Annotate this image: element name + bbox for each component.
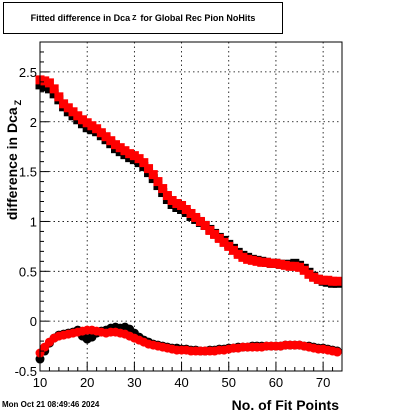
chart-title-box: Fitted difference in Dca Z for Global Re… bbox=[3, 2, 283, 34]
data-point-square bbox=[125, 149, 135, 159]
plot-frame bbox=[39, 41, 343, 372]
data-point-square bbox=[309, 272, 319, 282]
data-point-square bbox=[139, 158, 149, 168]
grid-lines bbox=[39, 42, 342, 372]
data-point-square bbox=[295, 262, 305, 272]
data-point-square bbox=[285, 261, 295, 271]
y-tick-label: 1 bbox=[30, 214, 37, 229]
data-point-square bbox=[87, 121, 97, 131]
data-point-square bbox=[271, 258, 281, 268]
data-point-square bbox=[252, 256, 262, 266]
data-point-square bbox=[318, 275, 328, 285]
data-point-square bbox=[195, 216, 205, 226]
data-point-square bbox=[115, 143, 125, 153]
data-point-square bbox=[44, 78, 54, 88]
x-axis-title: No. of Fit Points bbox=[232, 397, 340, 413]
data-point-square bbox=[205, 225, 215, 235]
y-tick-label: -0.5 bbox=[15, 364, 37, 379]
x-tick-label: 20 bbox=[80, 375, 94, 390]
data-point-square bbox=[186, 208, 196, 218]
chart-title-rest: for Global Rec Pion NoHits bbox=[140, 13, 256, 23]
data-point-square bbox=[224, 241, 234, 251]
data-point-square bbox=[228, 245, 238, 255]
data-point-square bbox=[177, 201, 187, 211]
data-point-square bbox=[101, 132, 111, 142]
y-tick-label: 2 bbox=[30, 115, 37, 130]
data-point-square bbox=[134, 154, 144, 164]
data-point-square bbox=[290, 261, 300, 271]
data-point-square bbox=[59, 99, 69, 109]
x-tick-label: 40 bbox=[174, 375, 188, 390]
data-point-square bbox=[266, 258, 276, 268]
data-point-square bbox=[323, 275, 333, 285]
data-point-square bbox=[158, 184, 168, 194]
x-tick-label: 60 bbox=[269, 375, 283, 390]
y-tick-label: 2.5 bbox=[19, 65, 37, 80]
chart-title-main: Fitted difference in Dca bbox=[30, 13, 131, 23]
y-axis-title: difference in Dca Z bbox=[4, 99, 23, 220]
data-point-square bbox=[63, 103, 73, 113]
series-2 bbox=[35, 75, 342, 286]
data-point-square bbox=[162, 191, 172, 201]
x-tick-label: 10 bbox=[33, 375, 47, 390]
data-point-square bbox=[313, 274, 323, 284]
data-point-square bbox=[148, 170, 158, 180]
data-point-square bbox=[120, 146, 130, 156]
chart-title-subscript: Z bbox=[132, 14, 137, 22]
data-point-square bbox=[82, 123, 92, 133]
x-tick-label: 50 bbox=[222, 375, 236, 390]
data-point-square bbox=[210, 229, 220, 239]
data-point-square bbox=[276, 259, 286, 269]
data-point-square bbox=[54, 92, 64, 102]
x-tick-label: 30 bbox=[127, 375, 141, 390]
data-point-square bbox=[238, 252, 248, 262]
data-point-square bbox=[82, 118, 92, 128]
y-tick-label: 0 bbox=[30, 314, 37, 329]
x-tick-label: 70 bbox=[316, 375, 330, 390]
data-point-square bbox=[191, 212, 201, 222]
data-point-square bbox=[49, 84, 59, 94]
data-point-square bbox=[129, 151, 139, 161]
data-point-square bbox=[233, 249, 243, 259]
data-point-square bbox=[92, 124, 102, 134]
data-point-square bbox=[68, 107, 78, 117]
data-point-square bbox=[247, 255, 257, 265]
data-point-square bbox=[219, 237, 229, 247]
data-point-square bbox=[153, 177, 163, 187]
data-point-square bbox=[299, 265, 309, 275]
data-point-square bbox=[328, 276, 338, 286]
y-axis-title-main: difference in Dca bbox=[4, 107, 20, 220]
data-point-square bbox=[257, 257, 267, 267]
data-point-circle bbox=[332, 347, 342, 357]
data-point-square bbox=[49, 89, 59, 99]
data-point-square bbox=[172, 199, 182, 209]
data-point-square bbox=[111, 140, 120, 150]
data-point-square bbox=[304, 269, 314, 279]
y-tick-label: 1.5 bbox=[19, 165, 37, 180]
data-point-square bbox=[144, 164, 154, 174]
data-points bbox=[35, 75, 342, 364]
data-point-square bbox=[181, 204, 191, 214]
y-axis-title-subscript: Z bbox=[13, 99, 23, 105]
data-point-square bbox=[243, 254, 253, 264]
axis-ticks: 10 20 30 40 50 60 70 -0.5 0 0.5 1 1.5 2 2.5 bbox=[15, 41, 343, 390]
data-point-square bbox=[73, 111, 83, 121]
timestamp: Mon Oct 21 08:49:46 2024 bbox=[2, 400, 100, 409]
data-point-square bbox=[262, 257, 271, 267]
data-point-square bbox=[44, 84, 54, 94]
y-tick-label: 0.5 bbox=[19, 264, 37, 279]
y-axis-title-group: difference in Dca Z bbox=[4, 99, 23, 220]
data-point-square bbox=[200, 220, 210, 230]
data-point-square bbox=[40, 82, 50, 92]
data-point-square bbox=[214, 233, 224, 243]
series-3 bbox=[35, 325, 342, 358]
data-point-square bbox=[40, 76, 50, 86]
data-point-square bbox=[167, 196, 177, 206]
data-point-square bbox=[96, 128, 106, 138]
data-point-square bbox=[106, 136, 116, 146]
data-point-square bbox=[77, 115, 87, 125]
data-point-square bbox=[332, 276, 342, 286]
data-point-square bbox=[280, 260, 290, 270]
